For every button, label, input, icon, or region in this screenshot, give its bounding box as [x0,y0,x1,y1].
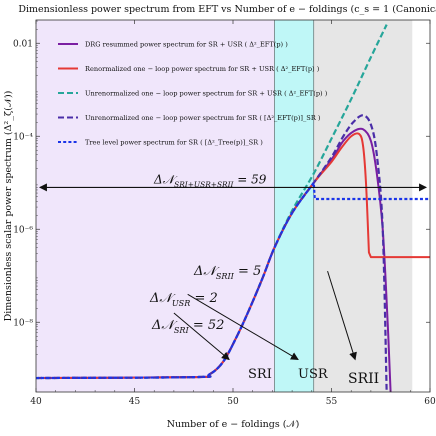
sri-efoldings-label: Δ𝒩SRI = 52 [151,318,224,335]
x-axis: 40 45 50 55 60 [30,20,436,407]
legend: DRG resummed power spectrum for SR + USR… [58,41,328,147]
usr-efoldings-label: Δ𝒩USR = 2 [149,291,218,308]
legend-label: DRG resummed power spectrum for SR + USR… [85,41,288,49]
chart-title: Dimensionless power spectrum from EFT vs… [18,4,436,15]
region-band-srii [313,20,413,392]
y-tick-label: 10⁻⁴ [13,132,33,142]
x-tick-label: 60 [424,397,436,407]
x-tick-label: 45 [129,397,141,407]
region-label-sri: SRI [248,367,272,382]
x-tick-label: 40 [30,397,42,407]
phase-arrow-0 [327,270,357,361]
legend-label: Unrenormalized one − loop power spectrum… [85,90,328,98]
y-axis: 10⁻⁸ 10⁻⁶ 10⁻⁴ 0.01 [13,20,430,355]
y-axis-title: Dimensionless scalar power spectrum (Δ²_… [3,91,14,322]
total-efoldings-label: Δ𝒩SRI+USR+SRII = 59 [153,172,267,189]
region-band-usr [274,20,314,392]
region-band-sri [36,20,275,392]
legend-label: Unrenormalized one − loop power spectrum… [85,114,321,122]
region-labels: SRI USR SRII [248,367,379,387]
x-tick-label: 55 [326,397,338,407]
phase-arrow-2 [173,312,230,361]
legend-label: Renormalized one − loop power spectrum f… [85,65,320,73]
x-tick-label: 50 [227,397,239,407]
legend-label: Tree level power spectrum for SR ( [Δ²_T… [85,139,263,147]
y-tick-label: 10⁻⁶ [13,225,33,235]
srii-efoldings-label: Δ𝒩SRII = 5 [193,264,261,281]
region-bands [36,20,413,392]
region-label-srii: SRII [348,371,379,387]
x-axis-title: Number of e − foldings (𝒩) [167,419,300,430]
phase-arrow-1 [187,293,299,360]
series-lines [36,24,430,392]
region-label-usr: USR [298,367,329,382]
y-tick-label: 10⁻⁸ [13,318,33,328]
y-tick-label: 0.01 [13,39,33,49]
annotations: Δ𝒩SRI+USR+SRII = 59 Δ𝒩SRII = 5 Δ𝒩USR = 2 Δ𝒩… [38,172,428,361]
series-line-4 [36,181,430,380]
